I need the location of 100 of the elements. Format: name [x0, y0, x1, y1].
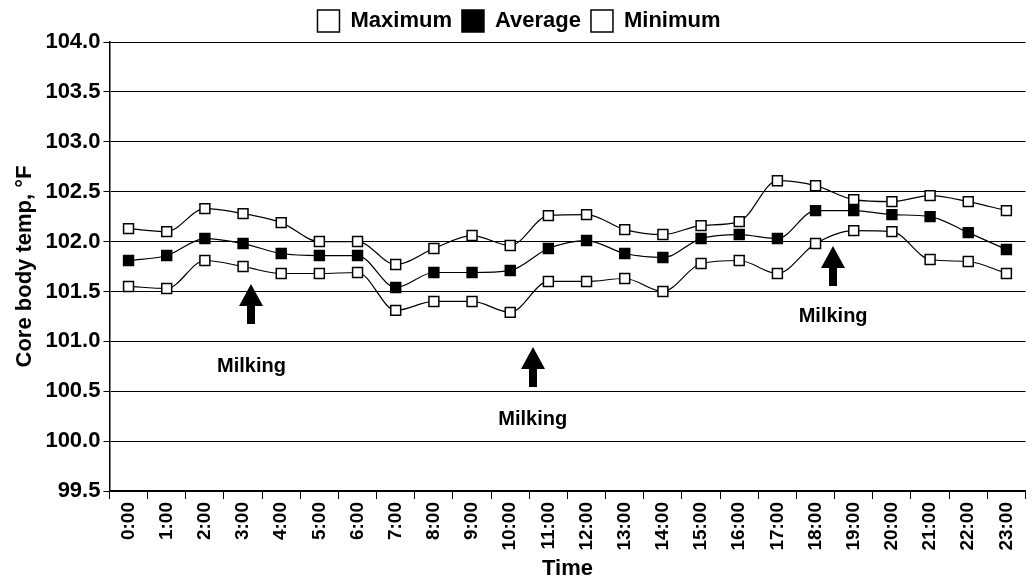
- point: [1000, 267, 1013, 280]
- point: [275, 216, 287, 229]
- point: [504, 306, 516, 319]
- y-tick-label: 100.0: [45, 427, 101, 453]
- point: [122, 280, 135, 293]
- x-tick-label: 22:00: [956, 502, 978, 551]
- y-tick-label: 103.0: [45, 127, 101, 153]
- point: [733, 215, 745, 228]
- point: [466, 295, 478, 308]
- x-tick-label: 5:00: [307, 502, 329, 541]
- x-tick-label: 21:00: [918, 502, 940, 551]
- y-axis-title: Core body temp, °F: [11, 165, 37, 368]
- y-tick-label: 101.5: [45, 277, 101, 303]
- point: [351, 266, 364, 279]
- x-tick-label: 19:00: [841, 502, 863, 551]
- point: [771, 174, 784, 187]
- point: [275, 267, 287, 280]
- x-tick-label: 9:00: [460, 502, 482, 541]
- annotation: Milking: [498, 406, 568, 429]
- x-tick-label: 12:00: [574, 502, 596, 551]
- point: [313, 267, 326, 280]
- x-tick-label: 18:00: [803, 502, 825, 551]
- point: [809, 179, 822, 192]
- point: [733, 254, 745, 267]
- x-tick-label: 15:00: [689, 502, 711, 551]
- x-tick-label: 1:00: [154, 502, 176, 541]
- annotation: Milking: [217, 353, 286, 376]
- point: [848, 224, 860, 237]
- point: [580, 208, 593, 221]
- x-tick-label: 17:00: [765, 502, 787, 551]
- point: [657, 285, 669, 298]
- point: [924, 189, 936, 202]
- y-tick-label: 99.5: [57, 477, 101, 503]
- point: [619, 247, 631, 260]
- point: [1000, 243, 1013, 256]
- x-tick-label: 14:00: [651, 502, 673, 551]
- point: [619, 272, 631, 285]
- y-tick-label: 101.0: [45, 327, 101, 353]
- point: [390, 258, 402, 271]
- point: [161, 249, 173, 262]
- point: [771, 267, 784, 280]
- point: [886, 195, 898, 208]
- y-tick-label: 104.0: [45, 28, 101, 54]
- x-tick-label: 7:00: [383, 502, 405, 541]
- point: [924, 210, 936, 223]
- point: [199, 202, 211, 215]
- point: [619, 223, 631, 236]
- point: [809, 204, 822, 217]
- point: [351, 235, 364, 248]
- point: [313, 235, 326, 248]
- point: [390, 304, 402, 317]
- point: [962, 226, 974, 239]
- x-tick-label: 4:00: [269, 502, 291, 541]
- point: [466, 229, 478, 242]
- point: [313, 249, 326, 262]
- point: [580, 234, 593, 247]
- point: [237, 237, 249, 250]
- point: [237, 260, 249, 273]
- point: [809, 237, 822, 250]
- y-tick-label: 102.5: [45, 177, 101, 203]
- point: [199, 232, 211, 245]
- y-tick-label: 103.5: [45, 77, 101, 103]
- point: [542, 275, 555, 288]
- point: [924, 253, 936, 266]
- point: [122, 222, 135, 235]
- y-tick-label: 102.0: [45, 227, 101, 253]
- annotation: Milking: [798, 304, 868, 327]
- point: [237, 207, 249, 220]
- x-axis-title: Time: [542, 554, 593, 580]
- point: [962, 195, 974, 208]
- point: [733, 228, 745, 241]
- x-tick-label: 10:00: [498, 502, 520, 551]
- point: [580, 275, 593, 288]
- point: [848, 204, 860, 217]
- point: [199, 254, 211, 267]
- point: [1000, 204, 1013, 217]
- point: [886, 208, 898, 221]
- point: [390, 281, 402, 294]
- legend-label: Maximum: [350, 7, 452, 33]
- point: [695, 232, 707, 245]
- point: [962, 255, 974, 268]
- y-tick-label: 100.5: [45, 377, 101, 403]
- legend-label: Minimum: [623, 7, 721, 33]
- point: [886, 225, 898, 238]
- point: [122, 254, 135, 267]
- point: [657, 228, 669, 241]
- point: [466, 266, 478, 279]
- point: [161, 282, 173, 295]
- point: [275, 247, 287, 260]
- x-tick-label: 13:00: [612, 502, 634, 551]
- point: [542, 209, 555, 222]
- x-tick-label: 6:00: [345, 502, 367, 541]
- point: [428, 242, 440, 255]
- point: [695, 219, 707, 232]
- point: [771, 232, 784, 245]
- point: [504, 239, 516, 252]
- point: [848, 193, 860, 206]
- point: [504, 264, 516, 277]
- point: [428, 295, 440, 308]
- point: [657, 251, 669, 264]
